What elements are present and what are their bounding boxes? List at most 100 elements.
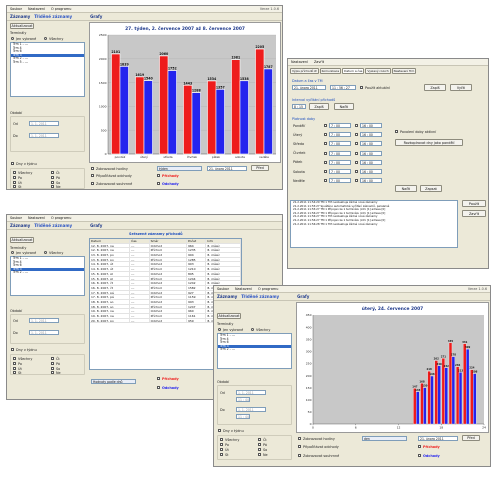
column-header[interactable]: Počet <box>186 239 207 243</box>
from-date-input[interactable]: 1. 1. 2011 <box>236 390 266 395</box>
day-checkbox[interactable] <box>51 357 54 360</box>
terminal-item[interactable]: Trm 2 - --- <box>220 347 236 352</box>
terminal-item[interactable]: Trm 6 <box>13 49 22 54</box>
only-selected-radio[interactable] <box>11 37 14 40</box>
copy-days-button[interactable]: Rozkopírovat dny jako pondělí <box>395 139 463 146</box>
column-header[interactable]: Čas <box>130 239 150 243</box>
day-checkbox[interactable] <box>51 171 54 174</box>
chart-date-input[interactable]: 21. února 2011 <box>418 436 458 441</box>
menu-file[interactable]: Soubor <box>217 287 229 291</box>
interval-input[interactable]: 8 : 15 <box>292 104 306 109</box>
write-datetime-button[interactable]: Zapiš <box>424 84 446 91</box>
tab-records[interactable]: Záznamy <box>10 14 31 19</box>
show-button[interactable]: Před <box>462 435 480 441</box>
validity-day-checkbox[interactable] <box>324 170 327 173</box>
validity-to-checkbox[interactable] <box>355 124 358 127</box>
chart-date-input[interactable]: 21. února 2011 <box>207 166 247 171</box>
tab-sorted-records[interactable]: Tříděné záznamy <box>34 14 73 19</box>
arrivals-checkbox[interactable] <box>157 174 160 177</box>
arrivals-checkbox[interactable] <box>157 377 160 380</box>
validity-to-input[interactable]: 16 : 00 <box>360 159 382 165</box>
table-row[interactable]: 12. 8. 2007, ne --- Odchod 964 8. měsíc <box>90 243 242 249</box>
to-date-input[interactable]: 1. 1. 2011 <box>29 330 59 335</box>
terminal-item[interactable]: Trm 2 - --- <box>13 56 29 61</box>
tm-time-input[interactable]: 11 : 56 : 27 <box>330 85 356 90</box>
tab-terminal-settings[interactable]: Nastavení Trm <box>391 68 417 74</box>
weekdays-checkbox[interactable] <box>11 348 14 351</box>
validity-to-checkbox[interactable] <box>355 170 358 173</box>
day-checkbox[interactable] <box>258 438 261 441</box>
day-checkbox[interactable] <box>220 453 223 456</box>
day-checkbox[interactable] <box>13 362 16 365</box>
day-checkbox[interactable] <box>13 367 16 370</box>
records-table[interactable]: Datum Čas Směr Počet Info 12. 8. 2007, ne --- O… <box>89 238 242 370</box>
tab-charts[interactable]: Grafy <box>90 223 103 228</box>
day-checkbox[interactable] <box>51 362 54 365</box>
show-button[interactable]: Před <box>251 165 269 171</box>
validity-to-input[interactable]: 16 : 00 <box>360 150 382 156</box>
only-selected-radio[interactable] <box>218 328 221 331</box>
terminal-item[interactable]: Trm 6 <box>220 340 229 345</box>
menu-about[interactable]: O programu <box>50 7 72 11</box>
table-row[interactable]: 14. 8. 2007, út --- Odchod 903 8. měsíc <box>90 262 242 268</box>
weekdays-checkbox[interactable] <box>11 162 14 165</box>
validity-day-checkbox[interactable] <box>324 124 327 127</box>
terminal-item[interactable]: Trm 3 <box>11 53 84 58</box>
day-all-checkbox[interactable] <box>13 357 16 360</box>
menu-about[interactable]: O programu <box>50 216 72 220</box>
validity-to-input[interactable]: 16 : 00 <box>360 132 382 138</box>
refresh-button[interactable]: Aktualizovat <box>10 237 34 243</box>
terminal-item[interactable]: Trm 2 - --- <box>13 270 29 275</box>
read-datetime-button[interactable]: Vyčti <box>450 84 472 91</box>
tab-charts[interactable]: Grafy <box>90 14 103 19</box>
validity-to-checkbox[interactable] <box>355 151 358 155</box>
terminal-item[interactable]: Trm 1 - --- <box>13 42 29 46</box>
table-row[interactable]: 15. 8. 2007, st --- Odchod 895 8. měsíc <box>90 271 242 277</box>
terminal-item[interactable]: Trm 3 <box>218 344 291 349</box>
terminal-item[interactable]: Trm 6 <box>13 263 22 268</box>
terminal-item[interactable]: Trm 4 <box>220 336 229 341</box>
column-header[interactable]: Datum <box>90 239 131 243</box>
add-departures-checkbox[interactable] <box>91 174 94 177</box>
table-row[interactable]: 13. 8. 2007, po --- Příchod 1285 8. měsíc <box>90 257 242 263</box>
load-schedule-button[interactable]: Načti <box>395 185 417 192</box>
day-all-checkbox[interactable] <box>13 171 16 174</box>
departures-checkbox[interactable] <box>157 386 160 389</box>
menu-about[interactable]: O programu <box>257 287 279 291</box>
submit-schedule-button[interactable]: Zapsat <box>420 185 442 192</box>
close-button[interactable]: Zavřít <box>462 210 486 217</box>
show-hours-checkbox[interactable] <box>298 437 301 440</box>
day-checkbox[interactable] <box>51 367 54 370</box>
terminal-item[interactable]: Trm 5 - --- <box>13 59 29 64</box>
terminal-item[interactable]: Trm 1 - --- <box>220 333 236 337</box>
show-summary-checkbox[interactable] <box>91 182 94 185</box>
validity-to-input[interactable]: 16 : 00 <box>360 178 382 184</box>
menu-file[interactable]: Soubor <box>10 7 22 11</box>
day-all-checkbox[interactable] <box>220 438 223 441</box>
validity-to-checkbox[interactable] <box>355 179 358 183</box>
validity-to-input[interactable]: 16 : 00 <box>360 141 382 147</box>
arrivals-checkbox[interactable] <box>418 445 421 448</box>
tm-date-input[interactable]: 21. února 2011 <box>292 85 326 90</box>
tab-download[interactable]: Výpis příchodů Ø <box>290 68 319 74</box>
validity-day-checkbox[interactable] <box>324 133 327 137</box>
terminal-list[interactable]: Trm 1 - --- Trm 4 Trm 6 Trm 3 Trm 2 - --… <box>217 333 292 369</box>
day-checkbox[interactable] <box>51 181 54 184</box>
tab-datetime[interactable]: Datum a čas <box>342 68 365 74</box>
validity-to-input[interactable]: 16 : 00 <box>360 123 382 128</box>
write-interval-button[interactable]: Zapiš <box>309 103 329 110</box>
period-combo[interactable]: den <box>362 436 407 441</box>
menu-settings[interactable]: Nastavení <box>28 216 45 220</box>
menu-close[interactable]: Zavřít <box>313 60 325 64</box>
to-date-input[interactable]: 1. 1. 2011 <box>29 133 59 138</box>
day-checkbox[interactable] <box>13 181 16 184</box>
tab-sorted-records[interactable]: Tříděné záznamy <box>34 223 73 228</box>
read-interval-button[interactable]: Načti <box>334 103 354 110</box>
validity-to-input[interactable]: 16 : 00 <box>360 169 382 174</box>
menu-settings[interactable]: Nastavení <box>28 7 45 11</box>
validity-to-checkbox[interactable] <box>355 160 358 164</box>
day-checkbox[interactable] <box>220 448 223 451</box>
day-checkbox[interactable] <box>258 453 261 456</box>
from-date-input[interactable]: 1. 1. 2011 <box>29 318 59 323</box>
table-row[interactable]: 13. 8. 2007, po --- Odchod 904 8. měsíc <box>90 253 242 258</box>
